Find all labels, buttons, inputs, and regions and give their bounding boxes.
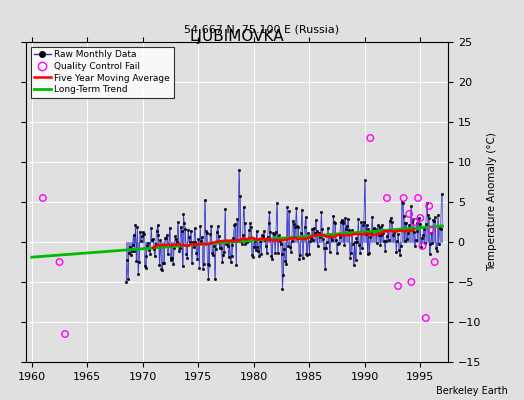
- Legend: Raw Monthly Data, Quality Control Fail, Five Year Moving Average, Long-Term Tren: Raw Monthly Data, Quality Control Fail, …: [31, 46, 173, 98]
- Five Year Moving Average: [214, 239, 221, 244]
- Quality Control Fail: [407, 279, 416, 285]
- Quality Control Fail: [399, 195, 408, 201]
- Quality Control Fail: [56, 259, 64, 265]
- Text: 54.667 N, 75.100 E (Russia): 54.667 N, 75.100 E (Russia): [184, 24, 340, 34]
- Quality Control Fail: [405, 211, 413, 217]
- Raw Monthly Data: [123, 280, 129, 285]
- Raw Monthly Data: [157, 237, 163, 242]
- Raw Monthly Data: [236, 167, 242, 172]
- Quality Control Fail: [416, 215, 424, 221]
- Line: Raw Monthly Data: Raw Monthly Data: [125, 168, 443, 290]
- Quality Control Fail: [427, 227, 435, 233]
- Quality Control Fail: [422, 315, 430, 321]
- Five Year Moving Average: [160, 243, 166, 248]
- Quality Control Fail: [366, 135, 375, 141]
- Title: LJUBIMOVKA: LJUBIMOVKA: [190, 29, 285, 44]
- Raw Monthly Data: [439, 191, 445, 196]
- Five Year Moving Average: [333, 234, 339, 239]
- Raw Monthly Data: [180, 212, 187, 217]
- Five Year Moving Average: [275, 238, 281, 242]
- Raw Monthly Data: [156, 262, 162, 267]
- Line: Five Year Moving Average: Five Year Moving Average: [153, 230, 414, 248]
- Raw Monthly Data: [158, 266, 165, 271]
- Raw Monthly Data: [223, 242, 229, 247]
- Y-axis label: Temperature Anomaly (°C): Temperature Anomaly (°C): [487, 132, 497, 272]
- Text: Berkeley Earth: Berkeley Earth: [436, 386, 508, 396]
- Five Year Moving Average: [400, 229, 407, 234]
- Quality Control Fail: [394, 283, 402, 289]
- Quality Control Fail: [383, 195, 391, 201]
- Quality Control Fail: [410, 219, 419, 225]
- Quality Control Fail: [425, 203, 433, 209]
- Quality Control Fail: [418, 243, 427, 249]
- Five Year Moving Average: [366, 232, 373, 236]
- Raw Monthly Data: [401, 238, 408, 243]
- Raw Monthly Data: [279, 286, 286, 291]
- Five Year Moving Average: [150, 246, 156, 250]
- Quality Control Fail: [414, 195, 422, 201]
- Quality Control Fail: [39, 195, 47, 201]
- Five Year Moving Average: [411, 227, 417, 232]
- Quality Control Fail: [431, 259, 439, 265]
- Quality Control Fail: [61, 331, 69, 337]
